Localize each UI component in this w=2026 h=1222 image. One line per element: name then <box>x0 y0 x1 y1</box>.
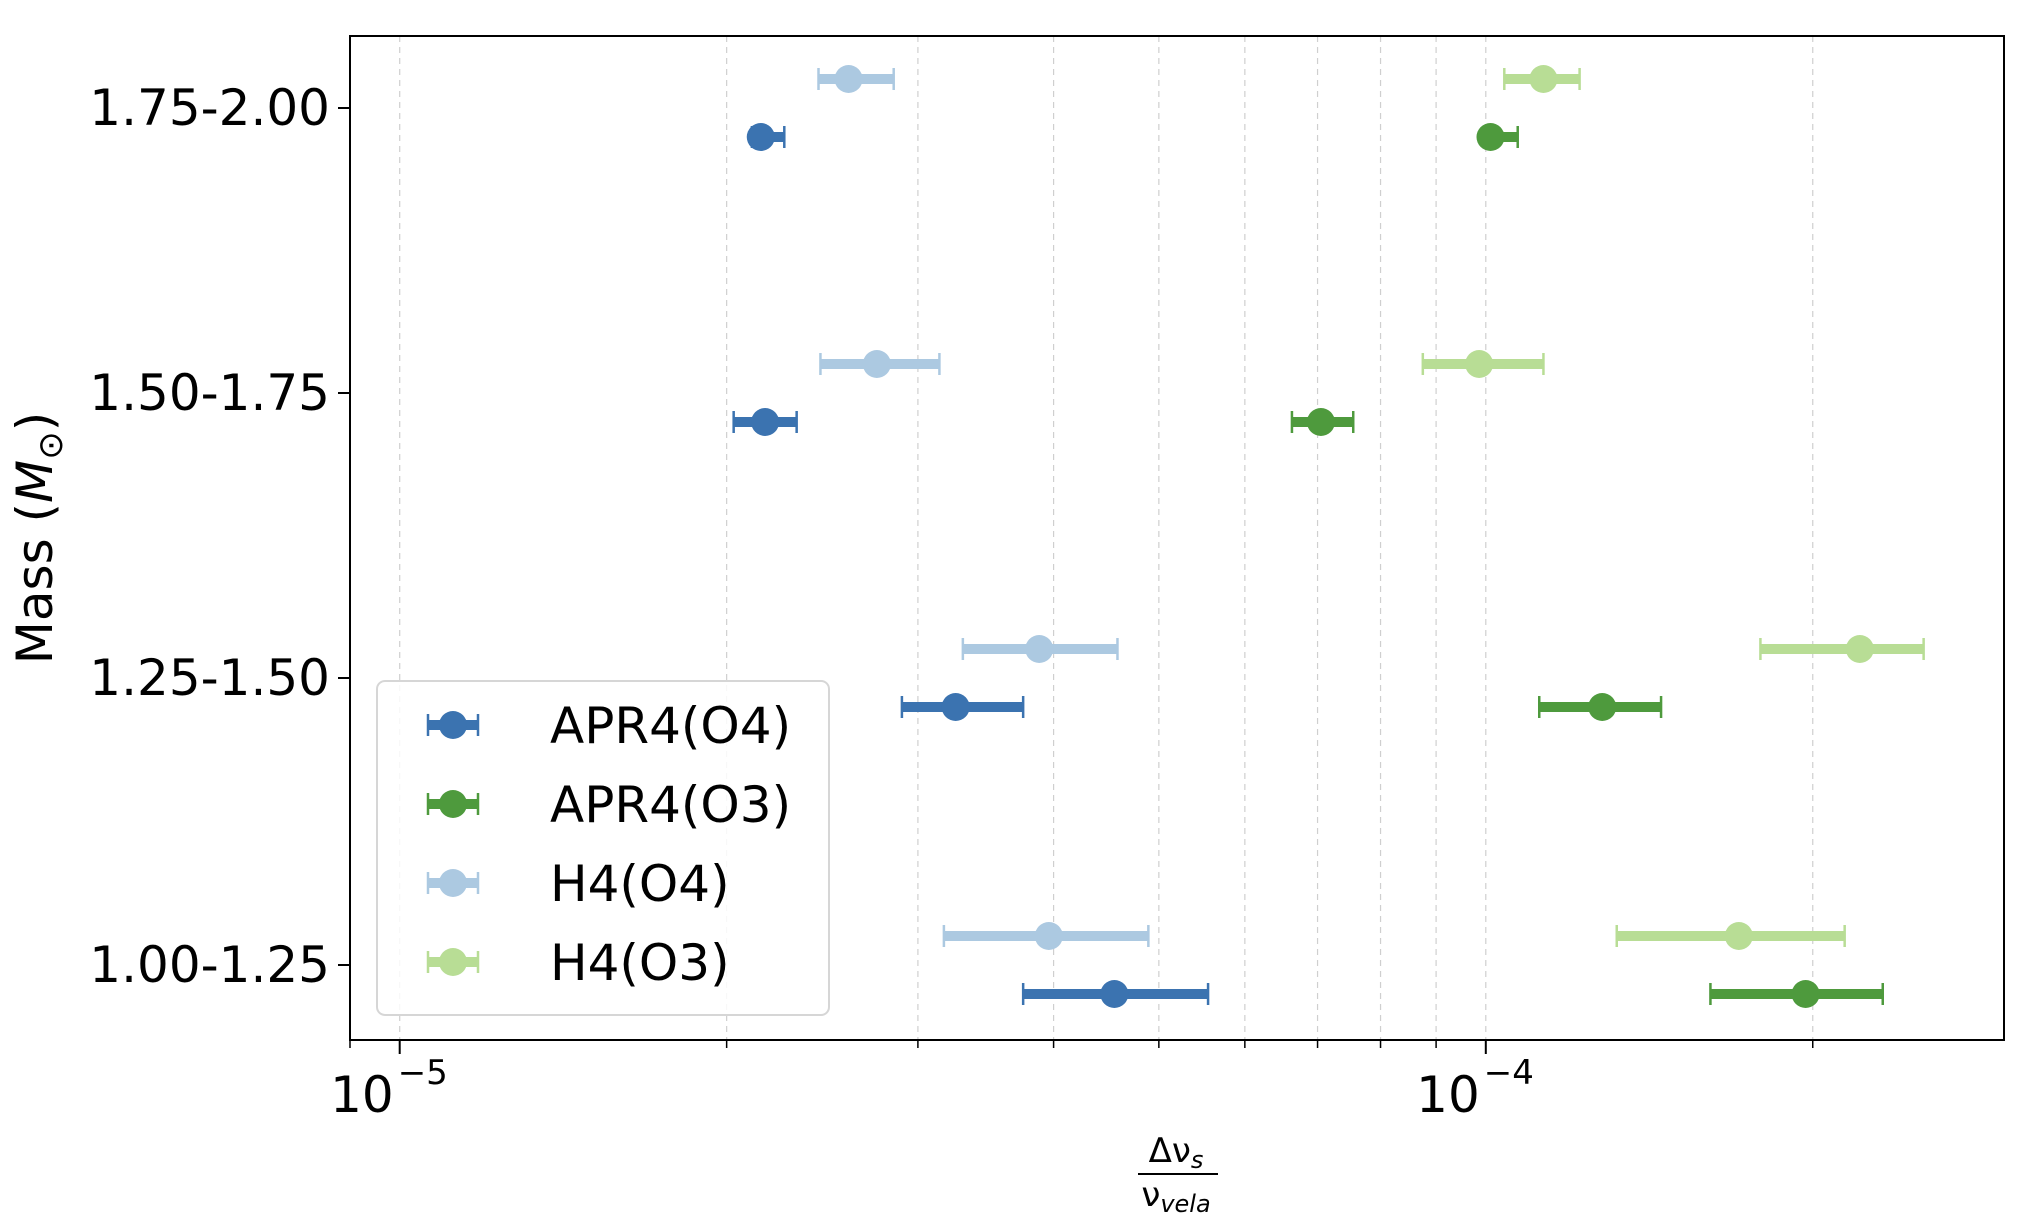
data-point <box>1306 408 1335 436</box>
data-point-group <box>900 693 1025 721</box>
data-point <box>1529 65 1558 93</box>
x-tick-label-exponent: −4 <box>1484 1053 1534 1093</box>
data-point-group <box>817 65 895 93</box>
data-point-group <box>819 350 941 378</box>
legend-item: H4(O3) <box>426 934 730 992</box>
legend-item: APR4(O4) <box>426 697 791 755</box>
data-point <box>1476 123 1505 151</box>
data-point <box>1100 980 1129 1008</box>
data-point <box>941 693 970 721</box>
data-point <box>746 123 775 151</box>
y-axis-label: Mass (M⊙) <box>6 412 71 664</box>
data-point-group <box>1421 350 1545 378</box>
x-tick-label-base: 10 <box>330 1066 394 1124</box>
data-point <box>1588 693 1617 721</box>
plot-frame <box>349 35 2005 1041</box>
legend-swatch-marker <box>439 869 467 897</box>
label-layer: 10 −5 10 −41.00-1.251.25-1.501.50-1.751.75-… <box>6 79 1534 1218</box>
data-point-group <box>942 922 1150 950</box>
y-tick-label: 1.00-1.25 <box>89 936 330 994</box>
axis-layer <box>338 107 1814 1054</box>
data-point-group <box>732 408 798 436</box>
data-point-group <box>746 123 786 151</box>
data-point-group <box>1290 408 1355 436</box>
data-point <box>834 65 863 93</box>
data-point <box>751 408 780 436</box>
data-point-group <box>1615 922 1846 950</box>
legend-frame <box>376 680 830 1016</box>
legend-label: H4(O3) <box>550 934 730 992</box>
data-layer <box>732 65 1925 1008</box>
y-tick-label: 1.50-1.75 <box>89 364 330 422</box>
legend-item: APR4(O3) <box>426 776 791 834</box>
data-point-group <box>1503 65 1581 93</box>
data-point <box>1845 635 1874 663</box>
legend-label: H4(O4) <box>550 855 730 913</box>
x-tick-label-exponent: −5 <box>398 1053 448 1093</box>
data-point-group <box>961 635 1119 663</box>
x-tick-label: 10 −5 <box>330 1053 448 1124</box>
x-axis-label-denominator: νvela <box>1141 1175 1210 1218</box>
data-point-group <box>1709 980 1885 1008</box>
data-point <box>862 350 891 378</box>
legend-label: APR4(O3) <box>550 776 791 834</box>
data-point-group <box>1021 980 1210 1008</box>
legend-item: H4(O4) <box>426 855 730 913</box>
x-tick-label-base: 10 <box>1416 1066 1480 1124</box>
y-tick-label: 1.25-1.50 <box>89 649 330 707</box>
data-point <box>1034 922 1063 950</box>
data-point-group <box>1759 635 1925 663</box>
data-point <box>1025 635 1054 663</box>
x-tick-label: 10 −4 <box>1416 1053 1534 1124</box>
y-tick-label: 1.75-2.00 <box>89 79 330 137</box>
x-axis-label-numerator: Δνs <box>1149 1131 1204 1174</box>
legend-swatch-marker <box>439 948 467 976</box>
legend-label: APR4(O4) <box>550 697 791 755</box>
data-point-group <box>1538 693 1663 721</box>
data-point <box>1465 350 1494 378</box>
data-point-group <box>1476 123 1519 151</box>
legend-swatch-marker <box>439 790 467 818</box>
data-point <box>1724 922 1753 950</box>
legend: APR4(O4) APR4(O3) H4(O4) H4(O3) <box>376 680 830 1016</box>
data-point <box>1791 980 1820 1008</box>
legend-swatch-marker <box>439 711 467 739</box>
